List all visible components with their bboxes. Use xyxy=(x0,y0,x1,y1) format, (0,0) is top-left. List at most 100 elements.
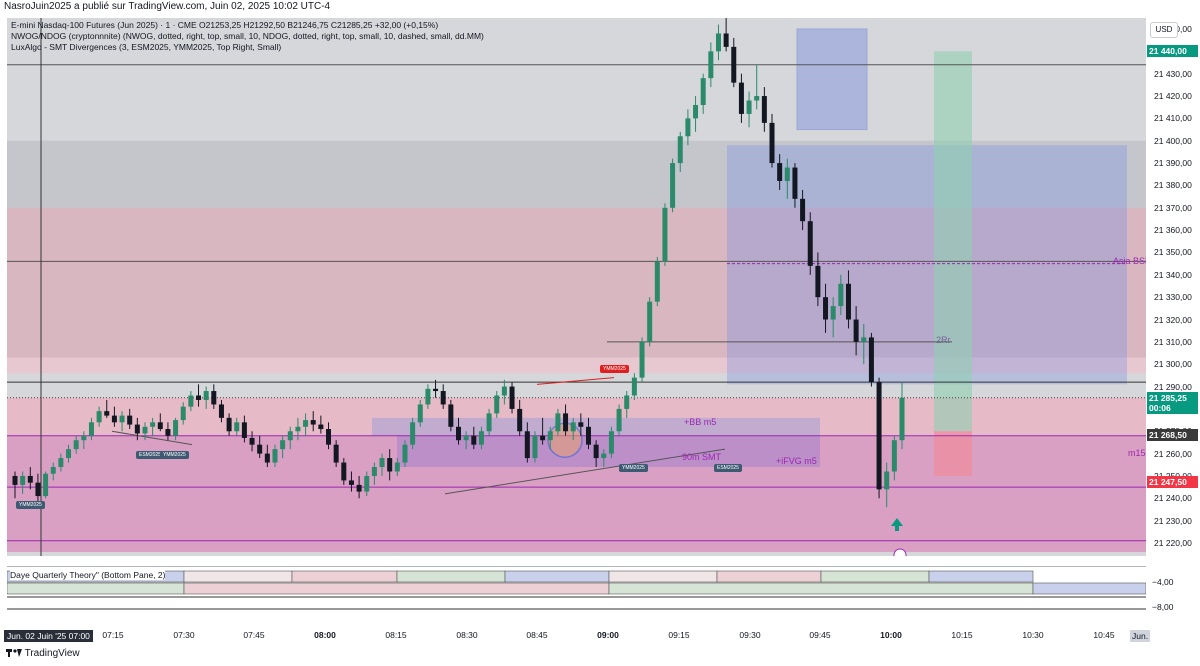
candle-body xyxy=(394,462,400,472)
stop-zone xyxy=(934,431,972,476)
candle-body xyxy=(417,404,423,423)
candle-body xyxy=(348,480,354,485)
candle-body xyxy=(547,431,553,441)
time-tick: 08:45 xyxy=(526,630,548,640)
candle-body xyxy=(494,395,500,414)
price-tick: 21 230,00 xyxy=(1154,515,1192,526)
candle-body xyxy=(471,435,477,445)
candle-body xyxy=(96,411,102,423)
lower-pane-label[interactable]: Daye Quarterly Theory" (Bottom Pane, 2) xyxy=(10,570,166,580)
candle-body xyxy=(433,388,439,392)
candle-body xyxy=(578,422,584,427)
candle-body xyxy=(249,437,255,445)
candle-body xyxy=(272,449,278,463)
candle-body xyxy=(845,283,851,320)
candle-body xyxy=(815,265,821,298)
chart-canvas[interactable] xyxy=(7,18,1146,556)
candle-body xyxy=(287,431,293,441)
candle-body xyxy=(379,458,385,468)
candle-body xyxy=(387,458,393,472)
quarter-block xyxy=(928,570,1034,583)
candle-body xyxy=(27,475,33,483)
indicator-nwog[interactable]: NWOG/NDOG (cryptonnnite) (NWOG, dotted, … xyxy=(11,31,484,41)
candle-body xyxy=(127,415,133,425)
candle-body xyxy=(303,420,309,427)
crosshair-time-label: Jun. 02 Juin '25 07:00 xyxy=(4,630,93,642)
candle-body xyxy=(333,444,339,463)
quarter-block xyxy=(183,570,293,583)
candle-body xyxy=(165,429,171,436)
price-tick: 21 410,00 xyxy=(1154,113,1192,124)
smt-tag-ymm-1: YMM2025 xyxy=(16,501,45,509)
price-tick: 21 310,00 xyxy=(1154,336,1192,347)
candle-body xyxy=(555,413,561,432)
candle-body xyxy=(326,429,332,445)
bb-m5-box xyxy=(372,417,820,436)
quarter-block xyxy=(608,570,718,583)
time-tick: 09:15 xyxy=(668,630,690,640)
candle-body xyxy=(150,422,156,427)
time-tick: 10:00 xyxy=(880,630,902,640)
currency-button[interactable]: USD xyxy=(1150,22,1178,38)
candle-body xyxy=(142,426,148,434)
candle-body xyxy=(134,424,140,434)
candle-body xyxy=(608,431,614,454)
price-chart[interactable] xyxy=(7,18,1146,556)
candle-body xyxy=(677,136,683,164)
time-tick: 08:30 xyxy=(456,630,478,640)
candle-body xyxy=(111,415,117,423)
candle-body xyxy=(868,337,874,383)
tradingview-logo-icon xyxy=(6,648,22,658)
candle-body xyxy=(241,422,247,438)
candle-body xyxy=(35,482,41,497)
quarter-block-session xyxy=(7,582,185,595)
candle-body xyxy=(509,386,515,409)
smt-line-90m xyxy=(444,448,726,495)
time-end-label: Jun. xyxy=(1130,630,1151,642)
smt-tag-ymm-2: YMM2025 xyxy=(160,451,189,459)
price-tick: 21 390,00 xyxy=(1154,158,1192,169)
indicator-smt[interactable]: LuxAlgo - SMT Divergences (3, ESM2025, Y… xyxy=(11,42,282,52)
time-tick: 09:45 xyxy=(809,630,831,640)
quarter-block xyxy=(504,570,610,583)
instrument-ohlc[interactable]: E-mini Nasdaq-100 Futures (Jun 2025) · 1… xyxy=(11,20,439,30)
quarterly-theory-canvas xyxy=(7,570,1146,610)
candle-body xyxy=(104,411,110,416)
bb-m5-label: +BB m5 xyxy=(684,417,717,427)
candle-body xyxy=(43,473,49,497)
candle-body xyxy=(196,395,202,400)
candle-body xyxy=(157,422,163,430)
chart-legend: E-mini Nasdaq-100 Futures (Jun 2025) · 1… xyxy=(11,20,484,53)
candle-body xyxy=(838,283,844,307)
candle-body xyxy=(180,406,186,421)
candle-body xyxy=(861,337,867,342)
candle-body xyxy=(777,163,783,181)
ifvg-m5-box xyxy=(397,435,820,468)
candle-body xyxy=(624,395,630,409)
candle-body xyxy=(853,319,859,342)
candle-body xyxy=(731,46,737,83)
candle-body xyxy=(563,413,569,432)
candle-body xyxy=(341,462,347,481)
current-price-badge: 21 285,25 00:06 xyxy=(1147,391,1198,414)
candle-body xyxy=(639,341,645,378)
time-axis[interactable]: 07:15 07:30 07:45 08:00 08:15 08:30 08:45 09:00… xyxy=(0,622,1200,646)
quarter-block xyxy=(716,570,822,583)
candle-body xyxy=(830,306,836,320)
candle-body xyxy=(226,417,232,432)
candle-body xyxy=(792,167,798,199)
candle-body xyxy=(234,422,240,432)
candle-body xyxy=(295,426,301,432)
lower-tick-bottom: −8,00 xyxy=(1152,602,1174,612)
quarterly-theory-pane[interactable] xyxy=(7,566,1146,623)
candle-body xyxy=(425,388,431,405)
quarter-block-session xyxy=(183,582,610,595)
candle-body xyxy=(517,408,523,432)
candle-body xyxy=(371,467,377,476)
smt-tag-esm-1: ESM2025 xyxy=(136,451,164,459)
smt-tag-esm-2: ESM2025 xyxy=(714,464,742,472)
price-tick: 21 350,00 xyxy=(1154,247,1192,258)
time-tick: 07:45 xyxy=(243,630,265,640)
candle-body xyxy=(685,118,691,137)
